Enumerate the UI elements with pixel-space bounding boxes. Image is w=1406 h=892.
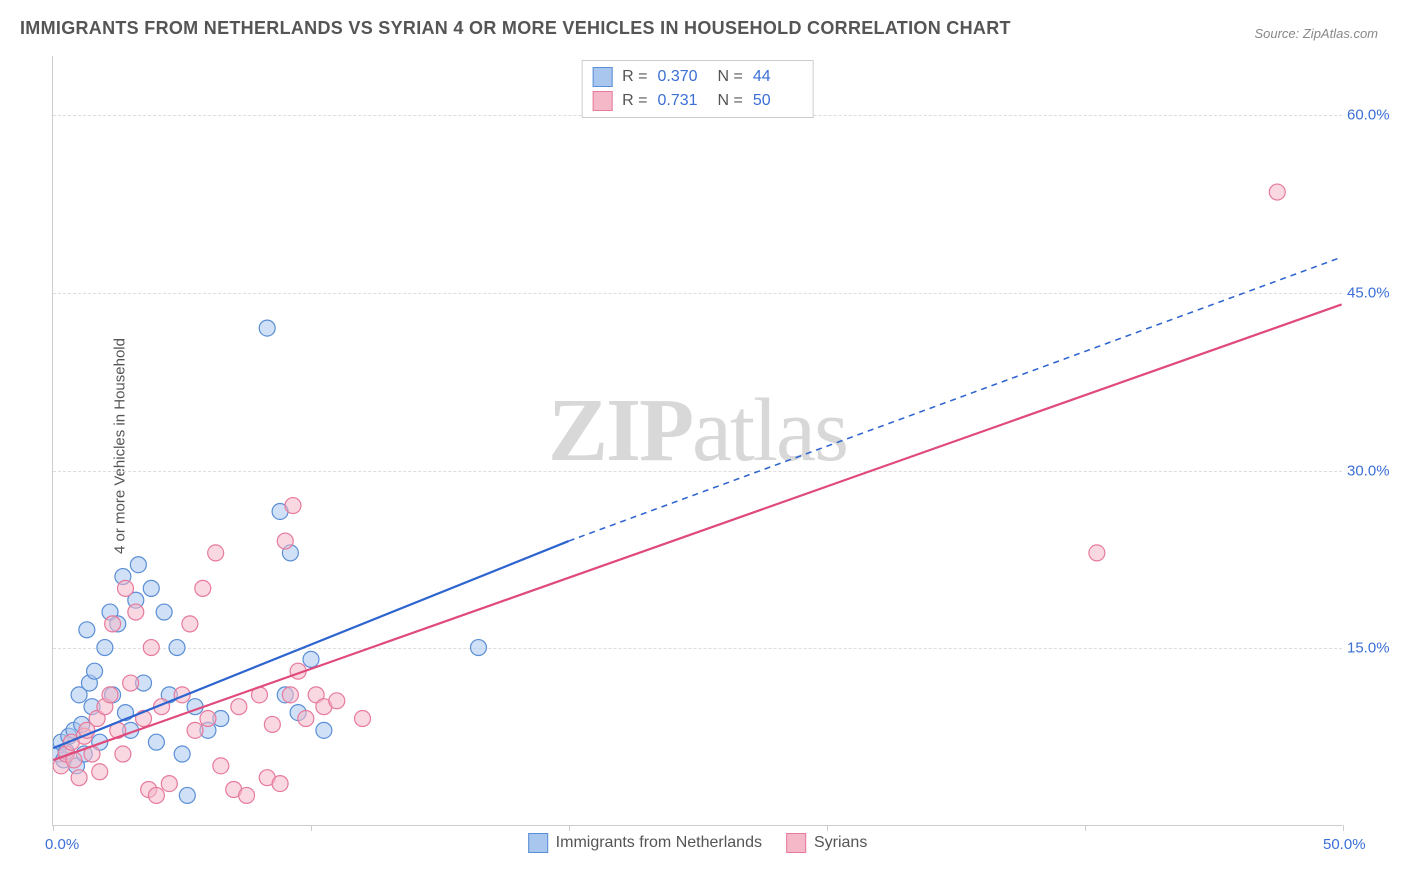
swatch-netherlands (592, 67, 612, 87)
trend-line-ext-netherlands (569, 257, 1342, 541)
n-label: N = (718, 92, 743, 110)
scatter-point-syrians (355, 711, 371, 727)
scatter-point-syrians (195, 580, 211, 596)
scatter-point-netherlands (97, 640, 113, 656)
scatter-point-syrians (231, 699, 247, 715)
chart-plot-area: ZIPatlas R = 0.370 N = 44 R = 0.731 N = … (52, 56, 1342, 826)
x-tick (311, 825, 312, 831)
x-tick (53, 825, 54, 831)
scatter-point-syrians (92, 764, 108, 780)
scatter-point-netherlands (87, 663, 103, 679)
legend-item: Syrians (786, 833, 867, 853)
n-label: N = (718, 68, 743, 86)
scatter-point-syrians (148, 787, 164, 803)
scatter-point-syrians (239, 787, 255, 803)
scatter-point-syrians (213, 758, 229, 774)
scatter-point-syrians (272, 776, 288, 792)
n-value-netherlands: 44 (753, 68, 803, 86)
scatter-point-syrians (187, 722, 203, 738)
y-tick-label: 30.0% (1347, 462, 1402, 479)
scatter-point-netherlands (130, 557, 146, 573)
n-value-syrians: 50 (753, 92, 803, 110)
scatter-point-syrians (123, 675, 139, 691)
x-tick (1085, 825, 1086, 831)
legend-row-netherlands: R = 0.370 N = 44 (592, 65, 803, 89)
scatter-point-netherlands (174, 746, 190, 762)
scatter-point-syrians (200, 711, 216, 727)
y-tick-label: 45.0% (1347, 284, 1402, 301)
legend-row-syrians: R = 0.731 N = 50 (592, 89, 803, 113)
scatter-svg (53, 56, 1342, 825)
scatter-point-netherlands (470, 640, 486, 656)
scatter-point-netherlands (169, 640, 185, 656)
swatch-syrians (592, 91, 612, 111)
scatter-point-netherlands (156, 604, 172, 620)
trend-line-syrians (53, 304, 1341, 759)
scatter-point-syrians (298, 711, 314, 727)
x-tick (1343, 825, 1344, 831)
legend-label: Immigrants from Netherlands (556, 834, 762, 852)
scatter-point-netherlands (79, 622, 95, 638)
r-label: R = (622, 92, 647, 110)
scatter-point-netherlands (179, 787, 195, 803)
scatter-point-syrians (105, 616, 121, 632)
chart-title: IMMIGRANTS FROM NETHERLANDS VS SYRIAN 4 … (20, 18, 1011, 39)
scatter-point-syrians (143, 640, 159, 656)
legend-swatch (528, 833, 548, 853)
scatter-point-netherlands (303, 651, 319, 667)
scatter-point-syrians (264, 716, 280, 732)
y-tick-label: 15.0% (1347, 640, 1402, 657)
scatter-point-netherlands (259, 320, 275, 336)
scatter-point-syrians (115, 746, 131, 762)
scatter-point-syrians (277, 533, 293, 549)
scatter-point-syrians (71, 770, 87, 786)
scatter-point-netherlands (316, 722, 332, 738)
legend-label: Syrians (814, 834, 867, 852)
x-tick-label: 50.0% (1323, 836, 1366, 853)
scatter-point-syrians (182, 616, 198, 632)
scatter-point-syrians (1089, 545, 1105, 561)
scatter-point-syrians (208, 545, 224, 561)
legend-swatch (786, 833, 806, 853)
scatter-point-syrians (117, 580, 133, 596)
source-attribution: Source: ZipAtlas.com (1254, 26, 1378, 41)
scatter-point-syrians (1269, 184, 1285, 200)
scatter-point-syrians (282, 687, 298, 703)
r-value-syrians: 0.731 (658, 92, 708, 110)
x-tick (827, 825, 828, 831)
scatter-point-netherlands (143, 580, 159, 596)
x-tick (569, 825, 570, 831)
scatter-point-syrians (329, 693, 345, 709)
series-legend: Immigrants from Netherlands Syrians (528, 833, 868, 853)
r-value-netherlands: 0.370 (658, 68, 708, 86)
y-tick-label: 60.0% (1347, 107, 1402, 124)
scatter-point-syrians (102, 687, 118, 703)
r-label: R = (622, 68, 647, 86)
scatter-point-netherlands (148, 734, 164, 750)
scatter-point-syrians (161, 776, 177, 792)
correlation-legend: R = 0.370 N = 44 R = 0.731 N = 50 (581, 60, 814, 118)
scatter-point-syrians (128, 604, 144, 620)
legend-item: Immigrants from Netherlands (528, 833, 762, 853)
x-tick-label: 0.0% (45, 836, 79, 853)
scatter-point-syrians (285, 498, 301, 514)
